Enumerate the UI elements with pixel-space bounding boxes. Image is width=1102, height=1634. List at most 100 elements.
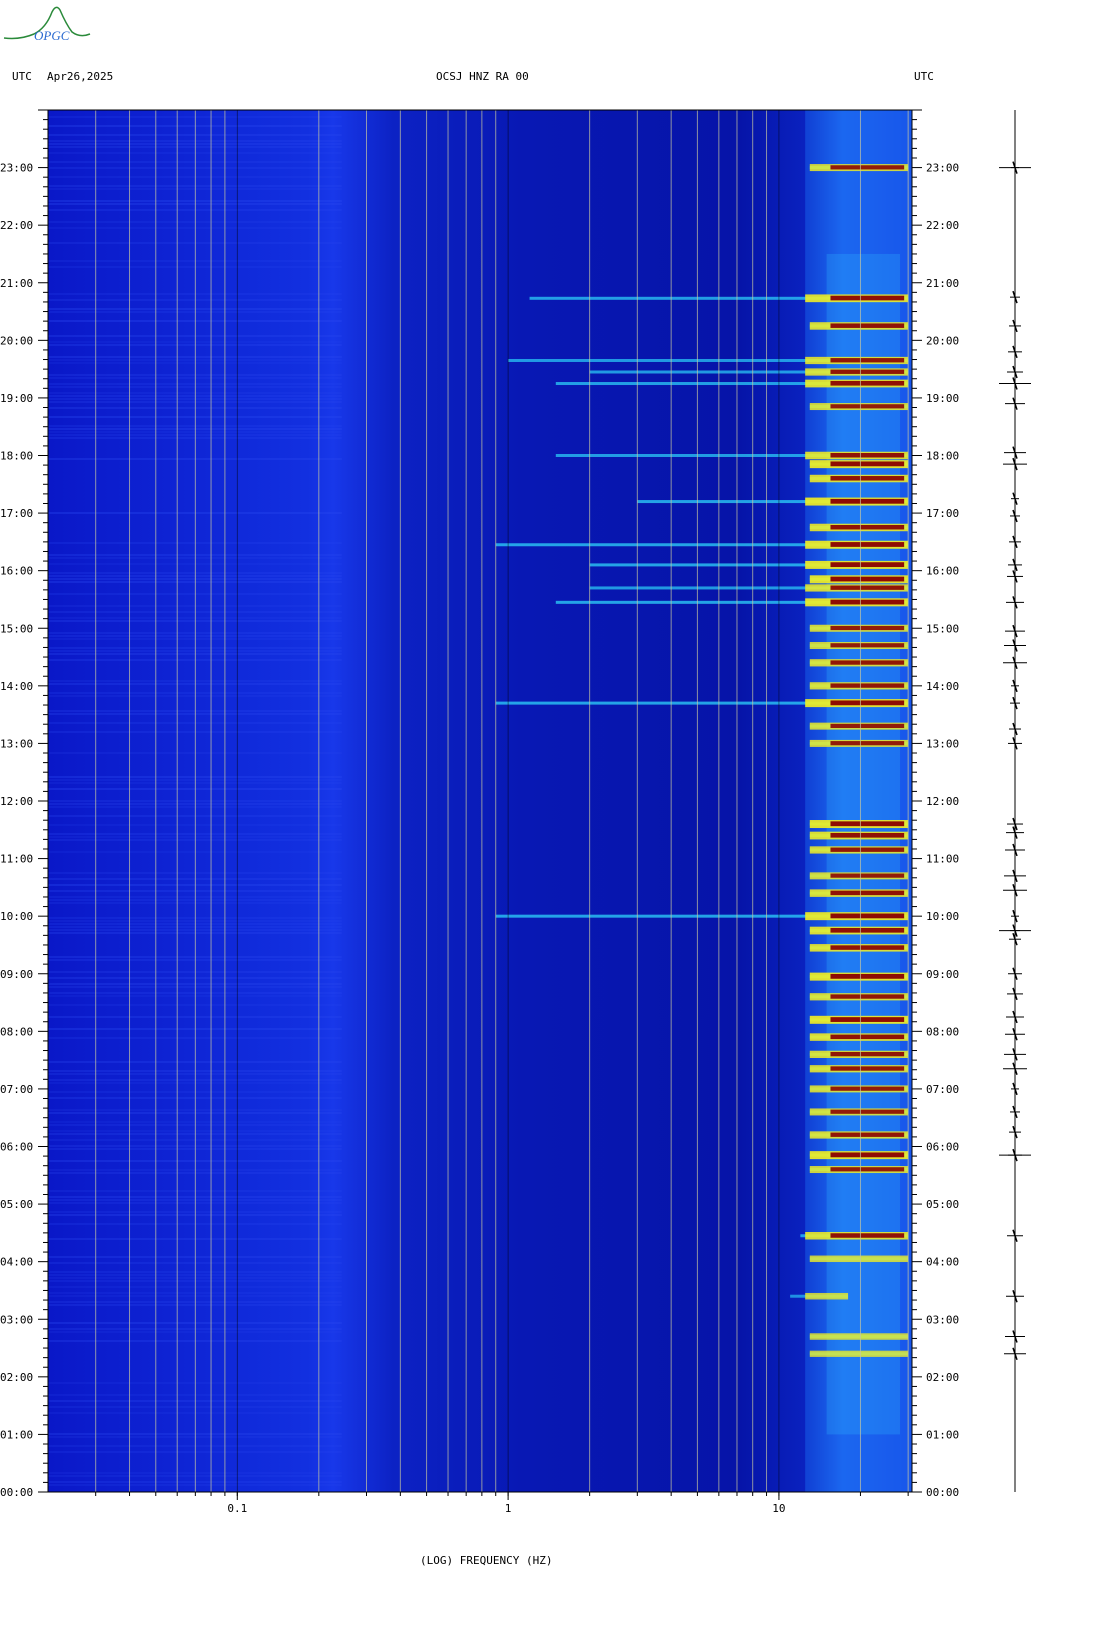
y-tick-label-right: 15:00 [926,622,959,635]
seismogram-burst-core [1012,1105,1018,1119]
event-peak [830,358,905,363]
event-peak [830,847,905,852]
seismogram-burst-core [1012,884,1018,897]
y-tick-label-right: 17:00 [926,507,959,520]
event-peak [830,1233,905,1238]
event-band [589,370,909,374]
event-peak [830,576,905,582]
frequency-axis: 0.1 1 10 [95,1492,909,1515]
x-axis-label: (LOG) FREQUENCY (HZ) [420,1554,553,1567]
seismogram-burst-core [1012,737,1018,750]
seismogram-burst-core [1012,290,1018,304]
event-energy [805,1292,849,1300]
y-tick-label-right: 18:00 [926,450,959,463]
event-peak [830,973,905,979]
event-peak [830,873,905,878]
event-peak [830,1066,905,1071]
event-peak [830,741,905,746]
header-date: Apr26,2025 [47,70,114,83]
seismogram-burst-core [1012,987,1018,1001]
spectrogram-events [495,164,909,1357]
y-tick-label-left: 20:00 [0,334,33,347]
header-station: OCSJ HNZ RA 00 [436,70,529,83]
event-peak [830,700,905,706]
header-left-timezone: UTC [12,70,32,83]
seismogram-burst-core [1012,558,1018,572]
spectrogram-fill [48,110,912,1492]
seismogram-burst-core [1012,1289,1018,1303]
seismogram-burst-core [1012,722,1018,736]
event-peak [830,323,905,328]
seismogram-burst-core [1012,932,1018,946]
event-peak [830,683,905,688]
seismogram-trace [999,110,1031,1492]
y-tick-label-left: 23:00 [0,162,33,175]
event-peak [830,723,905,729]
seismogram-burst-core [1012,319,1018,333]
seismogram-burst-core [1012,1027,1018,1041]
y-tick-label-left: 16:00 [0,565,33,578]
event-peak [830,461,905,467]
y-tick-label-right: 04:00 [926,1256,959,1269]
event-peak [830,625,905,631]
y-tick-label-right: 05:00 [926,1198,959,1211]
seismogram-burst-core [1012,656,1018,670]
y-tick-label-right: 06:00 [926,1141,959,1154]
y-tick-label-right: 12:00 [926,795,959,808]
y-tick-label-left: 17:00 [0,507,33,520]
event-peak [830,498,905,504]
y-tick-label-right: 14:00 [926,680,959,693]
y-tick-label-left: 13:00 [0,737,33,750]
y-tick-label-left: 12:00 [0,795,33,808]
y-tick-label-right: 23:00 [926,162,959,175]
y-tick-label-right: 03:00 [926,1313,959,1326]
y-tick-label-right: 19:00 [926,392,959,405]
y-tick-label-left: 06:00 [0,1141,33,1154]
event-band [555,600,909,604]
seismogram-burst-core [1012,1229,1018,1242]
event-peak [830,1167,905,1172]
y-tick-label-right: 07:00 [926,1083,959,1096]
logo-text: OPGC [34,28,70,43]
event-band [589,586,909,590]
y-tick-label-left: 18:00 [0,450,33,463]
y-tick-label-left: 15:00 [0,622,33,635]
y-tick-label-left: 04:00 [0,1256,33,1269]
seismogram-burst-core [1012,843,1018,857]
y-tick-label-left: 07:00 [0,1083,33,1096]
x-tick-label: 10 [772,1502,785,1515]
x-tick-label: 0.1 [227,1502,247,1515]
event-band [555,382,909,386]
seismogram-burst-core [1012,1125,1018,1139]
event-peak [830,1132,905,1137]
event-peak [830,1051,905,1057]
y-tick-label-left: 22:00 [0,219,33,232]
seismogram-burst-core [1012,696,1018,710]
event-peak [830,542,905,547]
header-right-timezone: UTC [914,70,934,83]
event-peak [830,1086,905,1091]
event-band [589,563,909,567]
seismogram-burst-core [1012,869,1018,883]
y-tick-label-right: 21:00 [926,277,959,290]
event-peak [830,599,905,605]
y-tick-label-left: 03:00 [0,1313,33,1326]
event-band [508,358,909,362]
seismogram-burst-core [1012,509,1018,523]
event-band [555,454,909,457]
y-tick-label-left: 05:00 [0,1198,33,1211]
seismogram-burst-core [1012,535,1018,549]
event-peak [830,476,905,481]
seismogram-burst-core [1012,826,1018,839]
event-peak [830,562,905,568]
event-peak [830,369,905,374]
time-axis: 23:00 23:00 22:00 22:00 21:00 21:00 20:00 20:00… [0,109,959,1499]
event-peak [830,165,905,170]
event-peak [830,945,905,950]
event-peak [830,380,905,386]
y-tick-label-right: 11:00 [926,853,959,866]
event-peak [830,524,905,530]
event-peak [830,404,905,409]
seismogram-burst-core [1012,624,1018,638]
